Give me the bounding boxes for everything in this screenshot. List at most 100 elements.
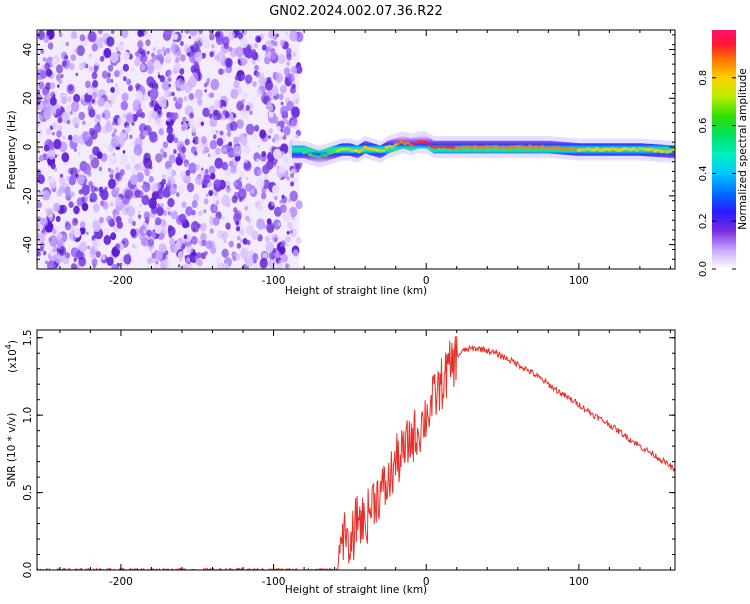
noise-speckle — [296, 236, 302, 245]
noise-speckle — [188, 35, 191, 40]
noise-speckle — [86, 231, 89, 236]
noise-speckle — [232, 256, 237, 262]
noise-speckle — [276, 125, 281, 132]
noise-speckle — [192, 139, 196, 143]
noise-speckle — [134, 106, 139, 112]
noise-speckle — [225, 222, 231, 230]
noise-speckle — [105, 122, 113, 133]
noise-speckle — [95, 250, 101, 258]
signal-core-point — [448, 145, 453, 149]
noise-speckle — [295, 200, 303, 210]
noise-speckle — [51, 228, 57, 235]
noise-speckle — [180, 68, 185, 73]
noise-speckle — [268, 30, 276, 39]
noise-speckle — [236, 235, 241, 241]
signal-core-point — [320, 153, 325, 157]
noise-speckle — [128, 84, 134, 92]
noise-speckle — [72, 116, 80, 127]
noise-speckle — [140, 112, 146, 119]
noise-speckle — [129, 134, 133, 139]
noise-speckle — [65, 252, 70, 259]
noise-speckle — [180, 54, 186, 62]
noise-speckle — [171, 91, 175, 97]
noise-speckle — [101, 113, 106, 118]
noise-speckle — [290, 168, 295, 174]
signal-core-point — [363, 145, 368, 149]
noise-speckle — [158, 128, 165, 136]
colorbar: 0.0 0.2 0.4 0.6 0.8 Normalized spectral ampl… — [698, 30, 749, 277]
noise-speckle — [189, 30, 198, 37]
noise-speckle — [286, 120, 291, 126]
noise-speckle — [130, 228, 137, 237]
noise-speckle — [183, 162, 188, 168]
noise-speckle — [222, 216, 225, 220]
spectrogram-y-tick-label: 0 — [22, 144, 34, 151]
noise-speckle — [193, 36, 197, 41]
noise-speckle — [68, 134, 73, 141]
noise-speckle — [256, 218, 265, 230]
noise-speckle — [47, 149, 56, 160]
noise-speckle — [278, 93, 284, 101]
noise-speckle — [254, 124, 260, 132]
spectrogram-y-axis-label: Frequency (Hz) — [6, 110, 18, 189]
noise-speckle — [49, 235, 58, 247]
noise-speckle — [244, 255, 254, 268]
noise-speckle — [257, 169, 263, 176]
noise-speckle — [69, 62, 75, 71]
noise-speckle — [79, 34, 86, 42]
noise-speckle — [50, 162, 56, 170]
noise-speckle — [286, 61, 290, 67]
signal-core-point — [360, 148, 365, 152]
noise-speckle — [78, 256, 87, 267]
signal-core-point — [430, 145, 435, 149]
noise-speckle — [135, 150, 139, 155]
noise-speckle — [119, 130, 128, 141]
noise-speckle — [203, 209, 207, 214]
noise-speckle — [97, 30, 103, 35]
signal-core-point — [466, 145, 471, 149]
signal-core-point — [479, 145, 484, 150]
noise-speckle — [103, 235, 112, 245]
noise-speckle — [210, 78, 220, 91]
noise-speckle — [81, 184, 90, 196]
noise-speckle — [239, 176, 242, 181]
noise-speckle — [282, 117, 288, 125]
noise-speckle — [37, 183, 41, 187]
noise-speckle — [152, 46, 157, 52]
noise-speckle — [161, 178, 166, 185]
noise-speckle — [255, 177, 265, 189]
noise-speckle — [54, 167, 58, 172]
colorbar-tick-label: 0.6 — [698, 118, 709, 134]
noise-speckle — [78, 63, 85, 71]
noise-speckle — [262, 252, 268, 260]
spectrogram-x-tick-label: 0 — [423, 275, 430, 287]
noise-speckle — [234, 75, 239, 81]
noise-speckle — [256, 158, 260, 163]
noise-speckle — [159, 75, 165, 83]
noise-speckle — [213, 109, 219, 117]
noise-speckle — [163, 52, 167, 56]
noise-speckle — [231, 195, 238, 204]
signal-core-point — [418, 140, 423, 144]
colorbar-label: Normalized spectral amplitude — [737, 68, 749, 229]
signal-core-point — [576, 148, 581, 152]
noise-speckle — [146, 50, 150, 55]
snr-y-tick-label: 1.0 — [22, 407, 34, 424]
snr-series-line — [37, 336, 675, 570]
noise-speckle — [283, 210, 292, 222]
signal-core-point — [332, 149, 337, 153]
signal-core-point — [415, 141, 420, 145]
noise-speckle — [245, 105, 251, 111]
noise-speckle — [233, 80, 240, 89]
noise-speckle — [147, 257, 153, 265]
noise-speckle — [140, 63, 146, 71]
noise-speckle — [149, 88, 159, 100]
noise-speckle — [110, 169, 115, 175]
noise-speckle — [235, 220, 240, 226]
signal-core-point — [543, 146, 548, 150]
signal-core-point — [589, 148, 594, 152]
colorbar-tick-label: 0.4 — [698, 165, 709, 181]
noise-speckle — [184, 255, 188, 259]
noise-speckle — [174, 79, 181, 88]
